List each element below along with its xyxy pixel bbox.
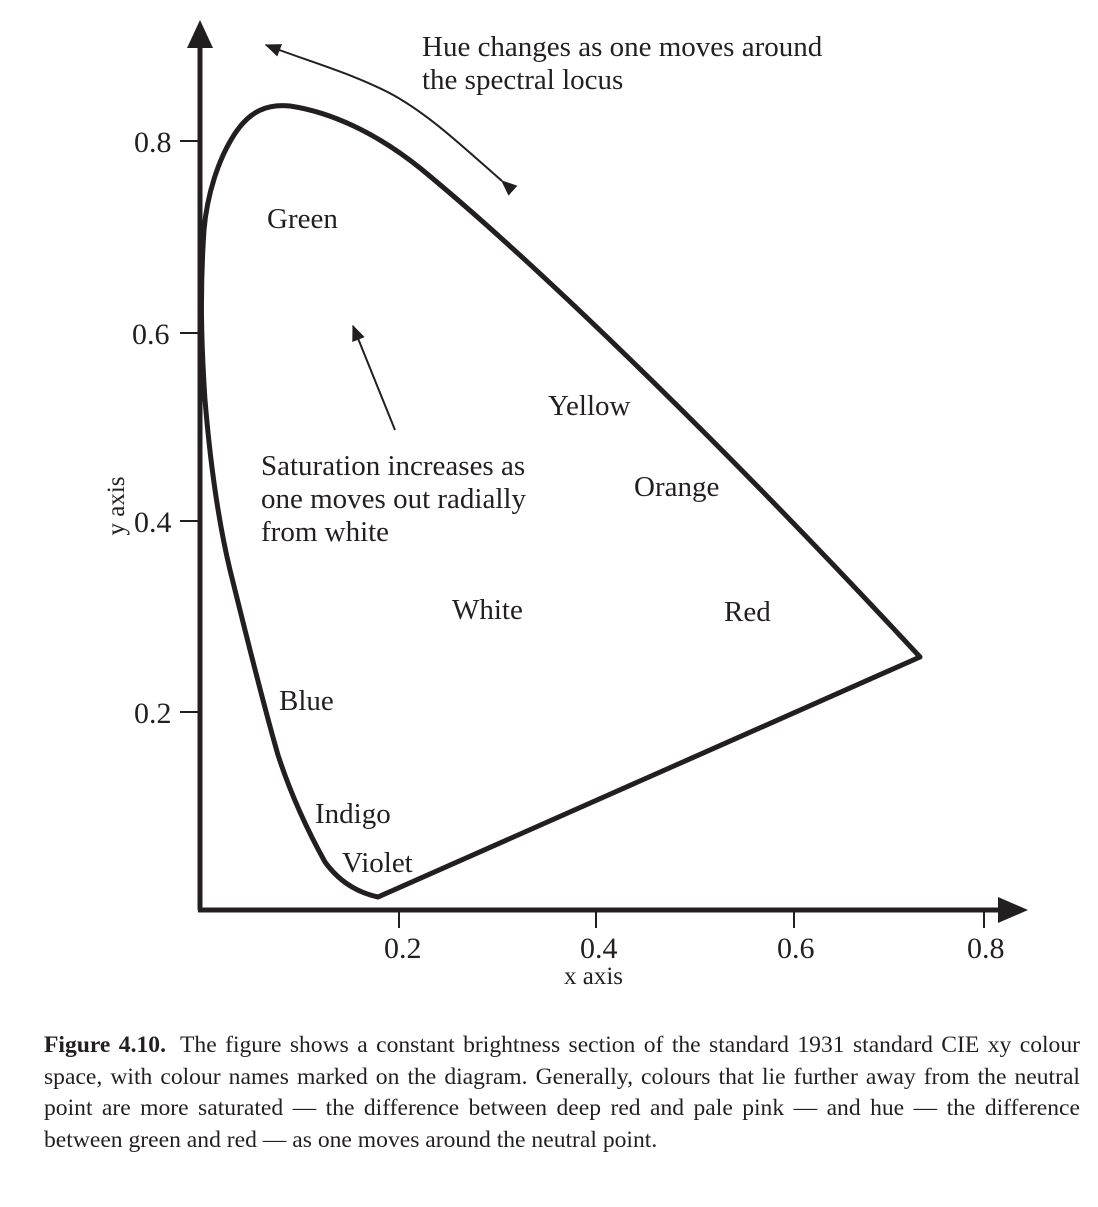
x-tick-label-3: 0.6 (777, 932, 815, 965)
spectral-locus-outline (198, 103, 923, 900)
y-tick-label-1: 0.2 (134, 697, 172, 730)
x-axis-arrowhead (998, 897, 1028, 923)
caption-text: The figure shows a constant brightness s… (44, 1032, 1080, 1153)
x-tick-label-2: 0.4 (580, 932, 618, 965)
x-tick-label-4: 0.8 (967, 932, 1005, 965)
label-orange: Orange (634, 471, 719, 503)
y-axis-title: y axis (103, 476, 130, 535)
saturation-annotation-line-3: from white (261, 516, 389, 548)
label-violet: Violet (342, 847, 413, 879)
figure-caption: Figure 4.10. The figure shows a constant … (44, 1030, 1080, 1156)
y-tick-label-4: 0.8 (134, 126, 172, 159)
label-red: Red (724, 596, 771, 628)
saturation-arrow (352, 324, 396, 431)
saturation-annotation-line-2: one moves out radially (261, 483, 526, 515)
label-white: White (452, 594, 523, 626)
label-yellow: Yellow (548, 390, 631, 422)
hue-annotation-line-1: Hue changes as one moves around (422, 31, 823, 63)
y-tick-label-3: 0.6 (132, 318, 170, 351)
label-indigo: Indigo (315, 798, 391, 830)
hue-arrow (264, 44, 518, 196)
saturation-annotation-line-1: Saturation increases as (261, 450, 525, 482)
figure-label: Figure 4.10. (44, 1032, 166, 1058)
hue-annotation-line-2: the spectral locus (422, 64, 623, 96)
cie-diagram: 0.2 0.4 0.6 0.8 0.2 0.4 0.6 0.8 x axis y… (103, 20, 1028, 990)
label-blue: Blue (279, 685, 334, 717)
x-axis-title: x axis (564, 963, 623, 990)
y-axis-arrowhead (187, 20, 213, 48)
y-tick-label-2: 0.4 (134, 506, 172, 539)
label-green: Green (267, 203, 338, 235)
x-tick-label-1: 0.2 (384, 932, 422, 965)
